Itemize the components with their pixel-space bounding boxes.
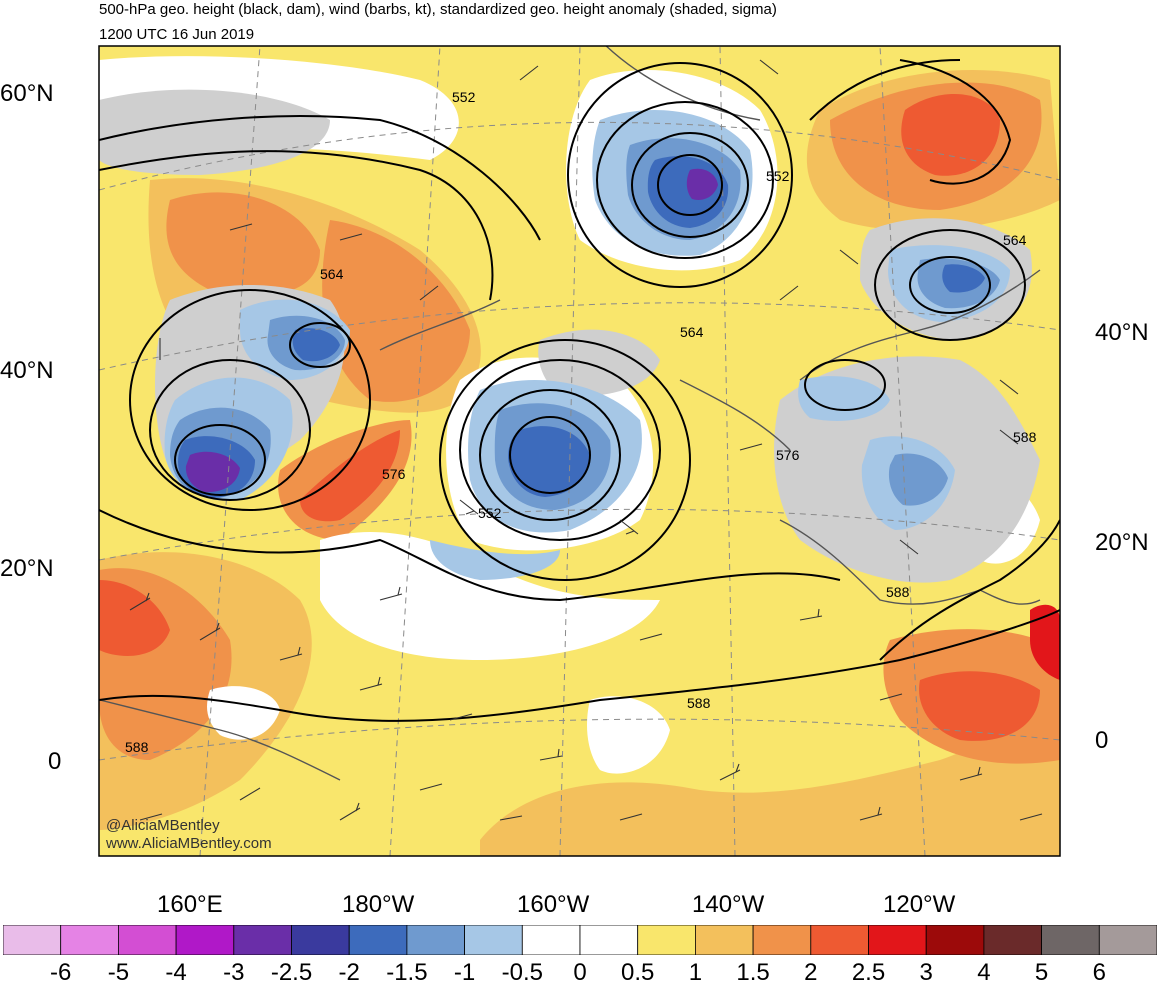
contour-label: 576	[776, 447, 800, 463]
anomaly-shading-2p5	[99, 93, 1040, 741]
colorbar-swatch	[579, 925, 639, 955]
colorbar-tick-label: 0	[573, 959, 587, 986]
contour-label: 588	[1013, 429, 1037, 445]
colorbar-tick-label: -1	[453, 959, 476, 986]
lon-label-140w: 140°W	[692, 891, 765, 918]
colorbar-tick-label: -4	[165, 959, 187, 986]
coastlines	[99, 46, 1041, 781]
colorbar-tick-label: -6	[50, 959, 72, 986]
map-border	[98, 45, 1061, 857]
colorbar-tick-label: -3	[223, 959, 245, 986]
colorbar-tick-label: 2.5	[851, 959, 886, 986]
lon-label-120w: 120°W	[883, 891, 956, 918]
credit-twitter: @AliciaMBentley	[106, 817, 220, 834]
colorbar-swatch	[233, 925, 292, 955]
colorbar-swatch	[925, 925, 985, 955]
colorbar-tick-label: 1.5	[736, 959, 770, 986]
lat-label-right-40n: 40°N	[1095, 319, 1149, 346]
colorbar-tick-label: 3	[919, 959, 933, 986]
colorbar-swatch	[348, 925, 408, 955]
credit-website: www.AliciaMBentley.com	[106, 835, 272, 852]
lon-label-160e: 160°E	[157, 891, 223, 918]
contour-label: 564	[1003, 232, 1027, 248]
colorbar	[3, 925, 1157, 955]
contour-label: 588	[886, 584, 910, 600]
lon-label-180w: 180°W	[342, 891, 415, 918]
colorbar-swatch	[464, 925, 523, 955]
colorbar-swatch	[983, 925, 1043, 955]
colorbar-tick-label: -2.5	[270, 959, 313, 986]
colorbar-swatch	[175, 925, 235, 955]
colorbar-swatch	[406, 925, 465, 955]
contour-label: 564	[320, 266, 344, 282]
contour-label: 576	[382, 466, 406, 482]
colorbar-swatch	[752, 925, 812, 955]
colorbar-tick-label: 0.5	[621, 959, 655, 986]
colorbar-swatch	[521, 925, 581, 955]
height-contours	[99, 59, 1060, 722]
anomaly-shading-3	[1030, 604, 1060, 680]
colorbar-swatch	[118, 925, 177, 955]
contour-labels: 552 552 552 564 564 564 576 576 588 588 …	[125, 89, 1037, 755]
colorbar-swatch	[3, 925, 62, 955]
valid-time: 1200 UTC 16 Jun 2019	[99, 26, 255, 43]
contour-label: 552	[478, 505, 502, 521]
colorbar-tick-label: 6	[1092, 959, 1106, 986]
contour-label: 564	[680, 324, 704, 340]
colorbar-tick-label: 4	[977, 959, 991, 986]
lat-label-right-20n: 20°N	[1095, 529, 1149, 556]
lon-label-160w: 160°W	[517, 891, 590, 918]
colorbar-swatch	[1041, 925, 1100, 955]
colorbar-tick-label: 5	[1034, 959, 1049, 986]
colorbar-tick-label: 2	[804, 959, 818, 986]
colorbar-tick-label: -1.5	[386, 959, 428, 986]
colorbar-swatch	[1098, 925, 1157, 955]
contour-label: 588	[125, 739, 149, 755]
lat-label-0: 0	[48, 748, 62, 775]
colorbar-swatch	[810, 925, 869, 955]
colorbar-swatch	[60, 925, 119, 955]
contour-label: 552	[452, 89, 476, 105]
wind-barbs	[129, 59, 1043, 821]
map-panel: 552 552 552 564 564 564 576 576 588 588 …	[98, 45, 1061, 857]
colorbar-tick-label: -0.5	[501, 959, 543, 986]
contour-label: 588	[687, 695, 711, 711]
lat-label-20n: 20°N	[0, 555, 54, 582]
chart-title: 500-hPa geo. height (black, dam), wind (…	[99, 1, 777, 18]
colorbar-swatch	[637, 925, 696, 955]
contour-label: 552	[766, 168, 790, 184]
colorbar-tick-label: -5	[107, 959, 130, 986]
colorbar-swatch	[291, 925, 350, 955]
colorbar-tick-label: -2	[338, 959, 360, 986]
lat-label-60n: 60°N	[0, 80, 54, 107]
colorbar-swatch	[868, 925, 927, 955]
lat-label-right-0: 0	[1095, 727, 1109, 754]
colorbar-swatch	[695, 925, 754, 955]
lat-label-40n: 40°N	[0, 357, 54, 384]
anomaly-shading-neg3	[185, 168, 718, 493]
colorbar-tick-label: 1	[688, 959, 703, 986]
